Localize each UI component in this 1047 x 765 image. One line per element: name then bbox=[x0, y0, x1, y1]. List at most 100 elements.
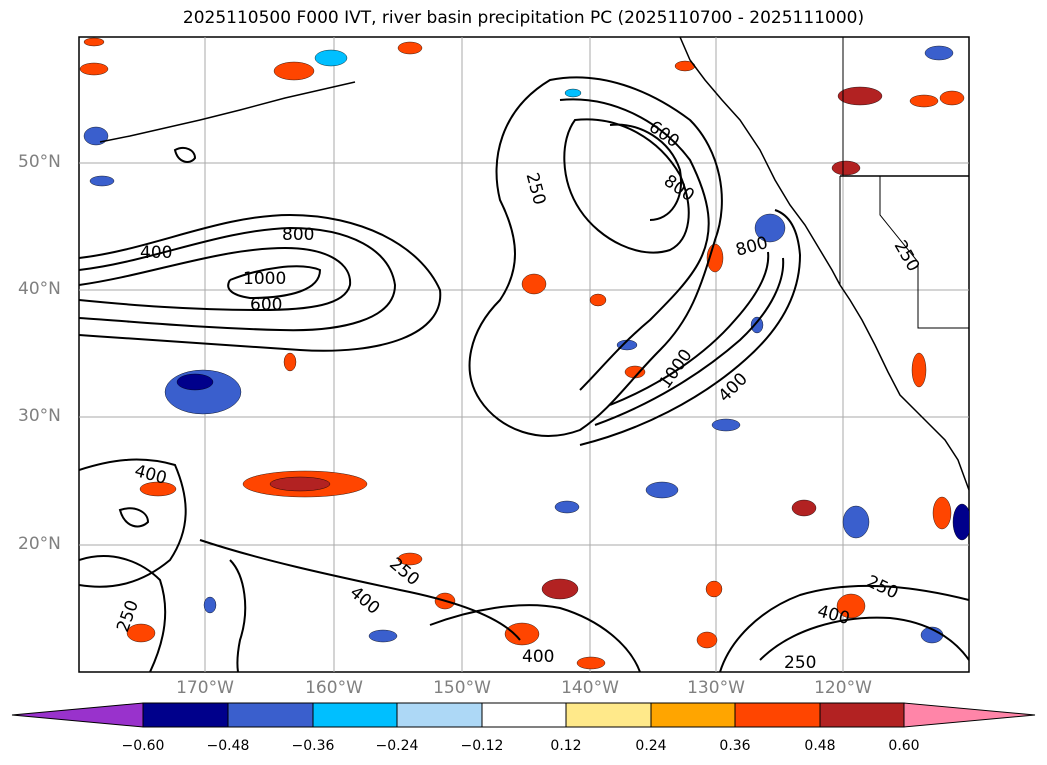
colorbar-segment bbox=[481, 702, 567, 728]
pc-blob bbox=[541, 578, 579, 600]
pc-blob bbox=[836, 593, 866, 619]
colorbar-tick-label: −0.60 bbox=[121, 738, 165, 754]
colorbar-segment bbox=[396, 702, 483, 728]
colorbar-segment bbox=[142, 702, 229, 728]
contour-label: 250 bbox=[784, 653, 816, 673]
pc-blob bbox=[83, 126, 109, 146]
contour-line bbox=[79, 213, 442, 352]
pc-blob bbox=[89, 175, 115, 187]
contour-label: 1000 bbox=[243, 269, 286, 289]
lon-label: 160°W bbox=[305, 678, 363, 698]
map-title: 2025110500 F000 IVT, river basin precipi… bbox=[182, 8, 865, 28]
colorbar-tick-label: 0.60 bbox=[888, 738, 920, 754]
pc-blob bbox=[521, 273, 547, 295]
lon-label: 140°W bbox=[561, 678, 619, 698]
pc-blob bbox=[368, 629, 398, 643]
pc-blob bbox=[791, 499, 817, 517]
lat-label: 40°N bbox=[18, 279, 61, 299]
contour-label: 400 bbox=[140, 243, 172, 263]
precip-pc-shading bbox=[79, 37, 969, 670]
pc-blob bbox=[705, 580, 723, 598]
contour-line bbox=[229, 559, 247, 672]
pc-blob bbox=[911, 352, 927, 388]
pc-blob bbox=[939, 90, 965, 106]
colorbar-segment bbox=[734, 702, 821, 728]
pc-blob bbox=[952, 503, 969, 541]
contour-line bbox=[79, 555, 167, 672]
contour-line bbox=[559, 98, 710, 391]
contour-line bbox=[759, 616, 969, 661]
contour-line bbox=[429, 604, 641, 672]
lat-label: 50°N bbox=[18, 152, 61, 172]
colorbar-segment bbox=[819, 702, 905, 728]
map-frame bbox=[78, 36, 970, 673]
pc-blob bbox=[314, 49, 348, 67]
contour-line bbox=[719, 584, 969, 672]
lat-label: 20°N bbox=[18, 534, 61, 554]
contour-line bbox=[79, 226, 397, 332]
contour-label: 800 bbox=[282, 225, 314, 245]
pc-blob bbox=[842, 505, 870, 539]
colorbar-tick-label: −0.48 bbox=[206, 738, 250, 754]
pc-blob bbox=[564, 88, 582, 98]
contour-line bbox=[79, 246, 352, 312]
pc-blob bbox=[924, 45, 954, 61]
colorbar-segment bbox=[650, 702, 736, 728]
lat-label: 30°N bbox=[18, 406, 61, 426]
contour-line bbox=[609, 251, 770, 406]
contour-line bbox=[173, 147, 197, 163]
contour-line bbox=[79, 458, 187, 588]
pc-blob bbox=[711, 418, 741, 432]
contour-line bbox=[468, 76, 723, 437]
pc-blob bbox=[139, 481, 177, 497]
contour-label: 600 bbox=[250, 295, 282, 315]
pc-blob bbox=[589, 293, 607, 307]
colorbar-tick-label: 0.48 bbox=[804, 738, 836, 754]
pc-blob bbox=[909, 94, 939, 108]
gridlines bbox=[79, 37, 969, 672]
pc-blob bbox=[203, 596, 217, 614]
colorbar-segment bbox=[312, 702, 398, 728]
contour-line bbox=[609, 123, 682, 221]
colorbar-tick-label: −0.24 bbox=[375, 738, 419, 754]
pc-blob bbox=[83, 37, 105, 47]
colorbar-segment bbox=[903, 702, 1036, 728]
pc-blob bbox=[504, 622, 540, 646]
contour-label: 400 bbox=[522, 647, 554, 667]
pc-blob bbox=[576, 656, 606, 670]
colorbar-segment bbox=[227, 702, 314, 728]
contour-line bbox=[118, 507, 150, 528]
colorbar-segment bbox=[11, 702, 144, 728]
pc-blob bbox=[554, 500, 580, 514]
lon-label: 170°W bbox=[176, 678, 234, 698]
lon-label: 130°W bbox=[687, 678, 745, 698]
colorbar-tick-label: −0.36 bbox=[291, 738, 335, 754]
pc-blob bbox=[932, 496, 952, 530]
pc-blob bbox=[269, 476, 331, 492]
colorbar-segment bbox=[565, 702, 652, 728]
contour-line bbox=[227, 265, 322, 300]
colorbar-tick-label: 0.36 bbox=[719, 738, 751, 754]
pc-blob bbox=[126, 623, 156, 643]
pc-blob bbox=[754, 213, 786, 243]
colorbar bbox=[11, 702, 1036, 728]
pc-blob bbox=[750, 316, 764, 334]
pc-blob bbox=[397, 552, 423, 566]
contour-line bbox=[594, 257, 785, 426]
pc-blob bbox=[837, 86, 883, 106]
pc-blob bbox=[397, 41, 423, 55]
pc-blob bbox=[176, 373, 214, 391]
pc-blob bbox=[696, 631, 718, 649]
colorbar-tick-label: 0.12 bbox=[550, 738, 582, 754]
pc-blob bbox=[645, 481, 679, 499]
pc-blob bbox=[831, 160, 861, 176]
ivt-contours bbox=[79, 76, 969, 672]
contour-line bbox=[579, 209, 802, 446]
pc-blob bbox=[273, 61, 315, 81]
lon-label: 150°W bbox=[433, 678, 491, 698]
lon-label: 120°W bbox=[814, 678, 872, 698]
pc-blob bbox=[283, 352, 297, 372]
colorbar-tick-label: −0.12 bbox=[460, 738, 504, 754]
coastlines bbox=[99, 37, 969, 491]
